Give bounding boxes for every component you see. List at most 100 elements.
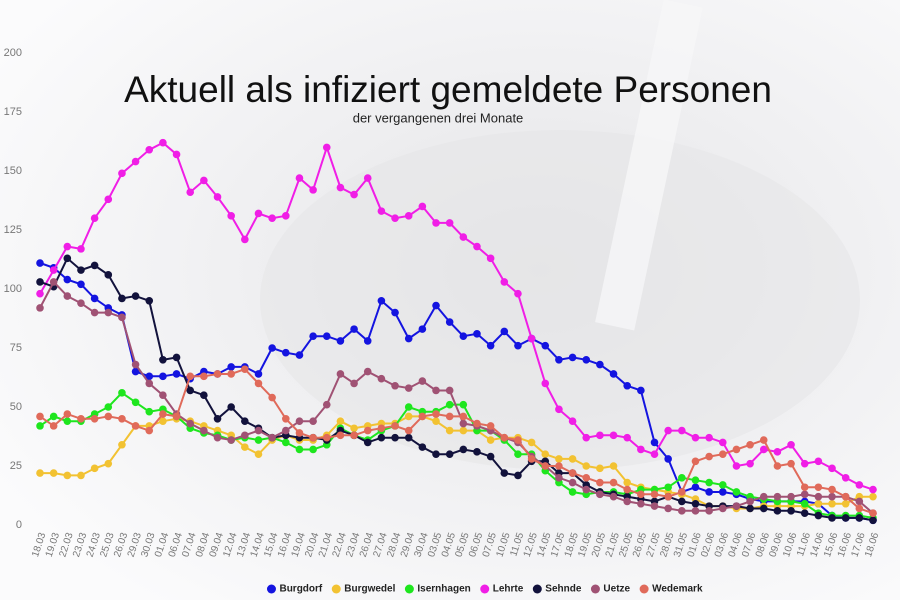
data-point bbox=[787, 440, 795, 449]
data-point bbox=[637, 445, 645, 454]
data-point bbox=[432, 301, 440, 310]
legend-marker bbox=[639, 584, 649, 594]
data-point bbox=[773, 448, 782, 456]
data-point bbox=[432, 450, 440, 459]
data-point bbox=[459, 412, 468, 421]
legend-marker bbox=[532, 584, 542, 594]
data-point bbox=[268, 433, 276, 442]
data-point bbox=[800, 483, 809, 492]
data-point bbox=[418, 443, 427, 451]
data-point bbox=[623, 478, 631, 487]
data-point bbox=[254, 426, 263, 435]
data-point bbox=[77, 299, 85, 307]
data-point bbox=[418, 325, 427, 333]
data-point bbox=[159, 417, 167, 425]
data-point bbox=[787, 459, 795, 468]
data-point bbox=[541, 462, 550, 470]
data-point bbox=[773, 462, 782, 470]
data-point bbox=[500, 327, 509, 336]
data-point bbox=[514, 341, 522, 350]
data-point bbox=[486, 436, 495, 444]
data-point bbox=[664, 483, 672, 492]
data-point bbox=[869, 485, 877, 494]
data-point bbox=[841, 499, 850, 508]
data-point bbox=[828, 492, 836, 501]
data-point bbox=[172, 353, 181, 362]
data-point bbox=[855, 497, 864, 506]
data-point bbox=[473, 448, 481, 456]
data-point bbox=[200, 391, 208, 400]
y-tick-label: 125 bbox=[4, 224, 22, 236]
legend-marker bbox=[590, 584, 600, 594]
data-point bbox=[336, 337, 345, 345]
data-point bbox=[746, 497, 754, 506]
data-point bbox=[691, 499, 700, 508]
data-point bbox=[377, 207, 386, 215]
data-point bbox=[459, 400, 468, 409]
data-point bbox=[732, 502, 741, 510]
data-point bbox=[582, 474, 591, 482]
data-point bbox=[213, 370, 222, 378]
data-point bbox=[596, 431, 604, 440]
data-point bbox=[759, 436, 768, 444]
data-point bbox=[90, 214, 99, 222]
data-point bbox=[869, 492, 877, 501]
data-point bbox=[186, 419, 195, 428]
data-point bbox=[309, 433, 317, 442]
data-point bbox=[309, 332, 317, 341]
data-point bbox=[691, 457, 700, 466]
data-point bbox=[459, 332, 468, 341]
data-point bbox=[104, 308, 113, 317]
data-point bbox=[623, 433, 631, 442]
data-point bbox=[172, 412, 181, 421]
data-point bbox=[568, 469, 577, 477]
data-point bbox=[691, 433, 700, 442]
data-point bbox=[650, 438, 659, 447]
data-point bbox=[718, 450, 727, 459]
data-point bbox=[787, 492, 795, 501]
y-tick-label: 50 bbox=[10, 401, 22, 413]
chart-subtitle: der vergangenen drei Monate bbox=[353, 110, 524, 125]
data-point bbox=[118, 389, 126, 397]
data-point bbox=[718, 488, 727, 496]
background-shape bbox=[260, 130, 860, 470]
data-point bbox=[678, 426, 686, 435]
data-point bbox=[63, 417, 72, 425]
data-point bbox=[282, 415, 290, 423]
data-point bbox=[568, 417, 577, 425]
data-point bbox=[49, 412, 58, 421]
data-point bbox=[104, 403, 113, 411]
data-point bbox=[322, 433, 331, 442]
data-point bbox=[322, 332, 331, 341]
data-point bbox=[582, 485, 591, 494]
data-point bbox=[227, 436, 235, 444]
legend-label: Sehnde bbox=[545, 584, 582, 595]
data-point bbox=[841, 514, 850, 522]
data-point bbox=[145, 372, 154, 381]
data-point bbox=[104, 459, 113, 468]
data-point bbox=[814, 511, 823, 520]
data-point bbox=[582, 356, 591, 364]
data-point bbox=[500, 469, 509, 477]
data-point bbox=[527, 455, 536, 463]
data-point bbox=[295, 174, 304, 182]
data-point bbox=[445, 219, 454, 227]
legend-label: Burgdorf bbox=[279, 584, 322, 595]
data-point bbox=[131, 422, 140, 430]
data-point bbox=[555, 356, 563, 364]
data-point bbox=[787, 507, 795, 515]
series-line bbox=[39, 141, 874, 491]
data-point bbox=[404, 403, 413, 411]
data-point bbox=[145, 379, 154, 388]
data-point bbox=[36, 289, 44, 298]
data-point bbox=[377, 433, 386, 442]
data-point bbox=[814, 499, 823, 508]
data-point bbox=[418, 202, 427, 211]
legend: Burgdorf Burgwedel Isernhagen Lehrte Sehnde U… bbox=[266, 584, 703, 595]
data-point bbox=[691, 507, 700, 515]
data-point bbox=[309, 445, 317, 454]
data-point bbox=[350, 431, 358, 440]
data-point bbox=[404, 433, 413, 442]
data-point bbox=[459, 233, 468, 241]
data-point bbox=[363, 367, 372, 376]
